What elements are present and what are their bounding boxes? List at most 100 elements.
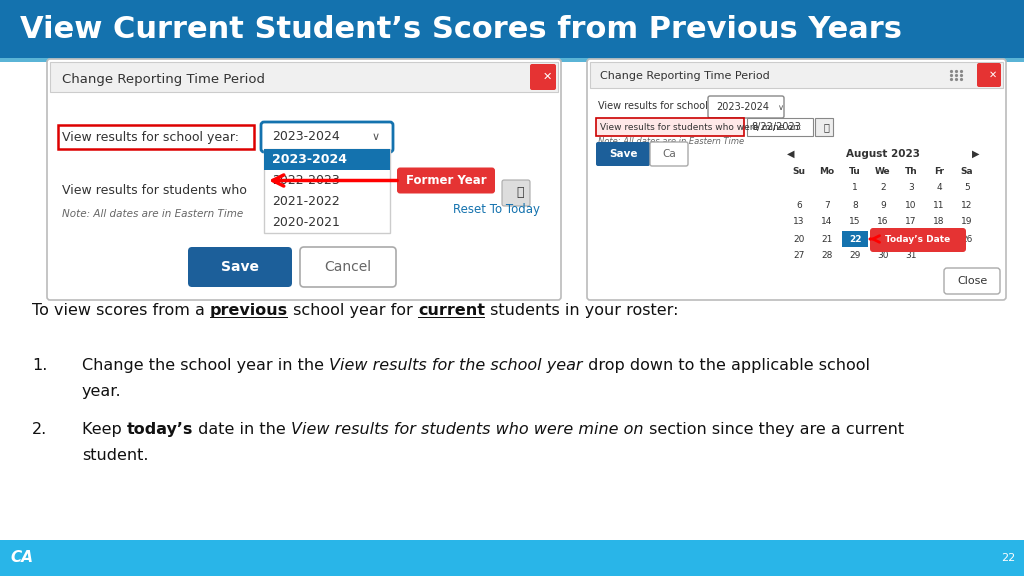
Text: ▶: ▶ [972, 149, 979, 159]
FancyBboxPatch shape [977, 63, 1001, 87]
Text: drop down to the applicable school: drop down to the applicable school [583, 358, 869, 373]
Text: 14: 14 [821, 218, 833, 226]
Text: 2023-2024: 2023-2024 [716, 102, 769, 112]
FancyBboxPatch shape [746, 118, 813, 136]
Text: Sa: Sa [961, 166, 974, 176]
Text: Note: All dates are in Eastern Time: Note: All dates are in Eastern Time [598, 138, 744, 146]
Text: Change Reporting Time Period: Change Reporting Time Period [600, 71, 770, 81]
FancyBboxPatch shape [0, 0, 1024, 58]
Text: CA: CA [10, 551, 34, 566]
Text: 27: 27 [794, 252, 805, 260]
FancyBboxPatch shape [870, 228, 966, 252]
Text: View results for students who were mine on: View results for students who were mine … [291, 422, 644, 437]
Text: 1: 1 [852, 184, 858, 192]
Text: Fr: Fr [934, 166, 944, 176]
Text: Former Year: Former Year [406, 174, 486, 187]
FancyBboxPatch shape [47, 59, 561, 300]
Text: 4: 4 [936, 184, 942, 192]
FancyBboxPatch shape [264, 149, 390, 170]
Text: 25: 25 [933, 234, 945, 244]
Text: 21: 21 [821, 234, 833, 244]
FancyBboxPatch shape [708, 96, 784, 118]
Text: 2.: 2. [32, 422, 47, 437]
Text: Today’s Date: Today’s Date [886, 236, 950, 244]
Text: August 2023: August 2023 [846, 149, 920, 159]
Text: 31: 31 [905, 252, 916, 260]
Text: today’s: today’s [127, 422, 194, 437]
Text: Mo: Mo [819, 166, 835, 176]
Text: 23: 23 [878, 234, 889, 244]
FancyBboxPatch shape [842, 231, 868, 247]
Text: 29: 29 [849, 252, 861, 260]
Text: 22: 22 [1000, 553, 1015, 563]
Text: 12: 12 [962, 200, 973, 210]
FancyBboxPatch shape [300, 247, 396, 287]
Text: ∨: ∨ [372, 132, 380, 142]
FancyBboxPatch shape [418, 317, 485, 318]
Text: To view scores from a: To view scores from a [32, 303, 210, 318]
Text: date in the: date in the [194, 422, 291, 437]
Text: 22: 22 [849, 234, 861, 244]
Text: Su: Su [793, 166, 806, 176]
Text: 7: 7 [824, 200, 829, 210]
FancyBboxPatch shape [264, 149, 390, 233]
Text: Reset To Today: Reset To Today [453, 203, 540, 217]
Text: Change Reporting Time Period: Change Reporting Time Period [62, 74, 265, 86]
Text: school year for: school year for [288, 303, 418, 318]
Text: section since they are a current: section since they are a current [644, 422, 904, 437]
Text: 5: 5 [965, 184, 970, 192]
Text: year.: year. [82, 384, 122, 399]
Text: 1.: 1. [32, 358, 47, 373]
Text: student.: student. [82, 448, 148, 463]
FancyBboxPatch shape [210, 317, 288, 318]
FancyBboxPatch shape [0, 58, 1024, 62]
Text: Save: Save [221, 260, 259, 274]
Text: Ca: Ca [663, 149, 676, 159]
Text: students in your roster:: students in your roster: [485, 303, 679, 318]
Text: 2020-2021: 2020-2021 [272, 216, 340, 229]
Text: We: We [876, 166, 891, 176]
FancyBboxPatch shape [650, 142, 688, 166]
Text: Tu: Tu [849, 166, 861, 176]
FancyBboxPatch shape [596, 142, 650, 166]
Text: View results for school year:: View results for school year: [62, 131, 239, 143]
Text: Keep: Keep [82, 422, 127, 437]
Text: 13: 13 [794, 218, 805, 226]
Text: 2023-2024: 2023-2024 [272, 153, 347, 166]
Text: Th: Th [904, 166, 918, 176]
Text: View results for students who: View results for students who [62, 184, 247, 196]
Text: ✕: ✕ [989, 70, 997, 80]
Text: Cancel: Cancel [325, 260, 372, 274]
Text: 18: 18 [933, 218, 945, 226]
Text: 30: 30 [878, 252, 889, 260]
Text: 17: 17 [905, 218, 916, 226]
FancyBboxPatch shape [261, 122, 393, 152]
Text: 26: 26 [962, 234, 973, 244]
Text: 24: 24 [905, 234, 916, 244]
Text: ∨: ∨ [778, 103, 784, 112]
Text: View results for school year:: View results for school year: [598, 101, 736, 111]
Text: 2: 2 [881, 184, 886, 192]
Text: 2022-2023: 2022-2023 [272, 174, 340, 187]
Text: 20: 20 [794, 234, 805, 244]
FancyBboxPatch shape [0, 540, 1024, 576]
FancyBboxPatch shape [587, 59, 1006, 300]
Text: Close: Close [956, 276, 987, 286]
Text: View results for the school year: View results for the school year [329, 358, 583, 373]
FancyBboxPatch shape [0, 58, 1024, 540]
Text: 11: 11 [933, 200, 945, 210]
Text: 8: 8 [852, 200, 858, 210]
FancyBboxPatch shape [590, 62, 1002, 88]
Text: 19: 19 [962, 218, 973, 226]
FancyBboxPatch shape [502, 180, 530, 206]
Text: 3: 3 [908, 184, 913, 192]
Text: Change the school year in the: Change the school year in the [82, 358, 329, 373]
Text: 📅: 📅 [516, 187, 523, 199]
Text: 16: 16 [878, 218, 889, 226]
Text: 📅: 📅 [824, 122, 829, 132]
Text: Save: Save [608, 149, 637, 159]
Text: Note: All dates are in Eastern Time: Note: All dates are in Eastern Time [62, 209, 244, 219]
Text: 2021-2022: 2021-2022 [272, 195, 340, 208]
Text: 15: 15 [849, 218, 861, 226]
Text: previous: previous [210, 303, 288, 318]
